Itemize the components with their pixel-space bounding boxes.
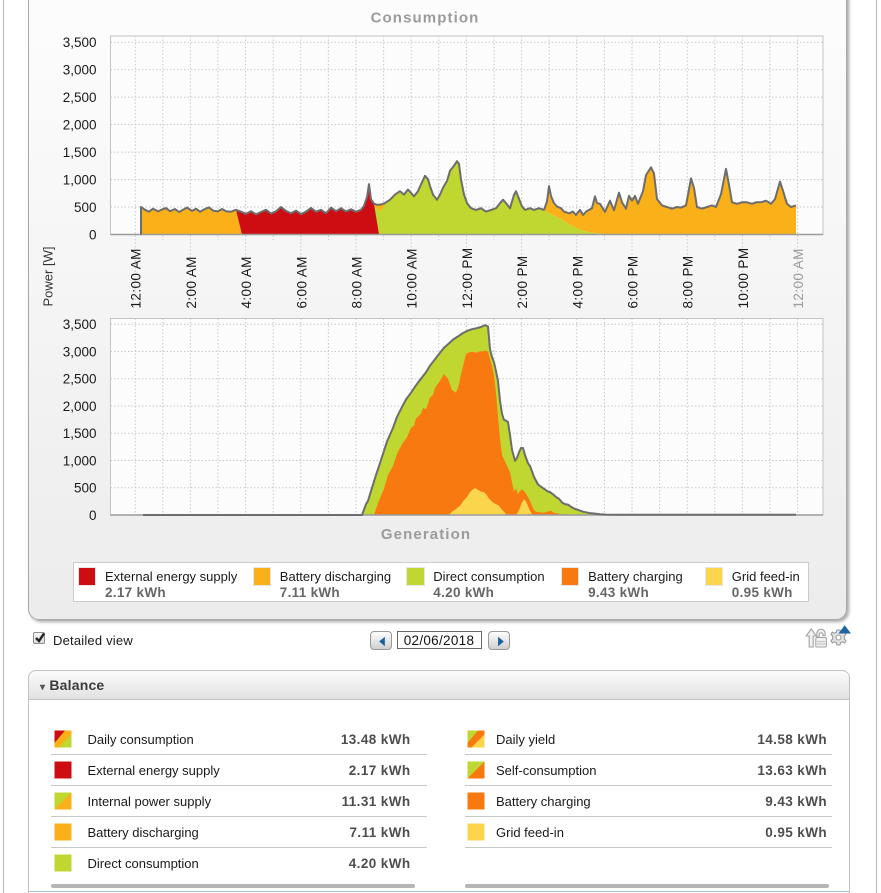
svg-text:2,000: 2,000 bbox=[63, 117, 97, 132]
svg-text:8:00 AM: 8:00 AM bbox=[350, 256, 365, 308]
svg-text:0: 0 bbox=[89, 508, 97, 523]
svg-text:4:00 PM: 4:00 PM bbox=[570, 255, 585, 308]
svg-text:10:00 PM: 10:00 PM bbox=[736, 248, 751, 309]
svg-text:1,500: 1,500 bbox=[63, 145, 97, 160]
svg-text:3,000: 3,000 bbox=[63, 63, 97, 78]
svg-text:Consumption: Consumption bbox=[371, 10, 480, 27]
svg-text:2,500: 2,500 bbox=[63, 372, 97, 387]
svg-text:500: 500 bbox=[74, 200, 97, 215]
svg-text:12:00 AM: 12:00 AM bbox=[129, 248, 144, 308]
svg-text:2:00 AM: 2:00 AM bbox=[184, 256, 199, 308]
svg-text:1,500: 1,500 bbox=[63, 426, 97, 441]
svg-text:6:00 PM: 6:00 PM bbox=[626, 255, 641, 308]
svg-text:Generation: Generation bbox=[381, 526, 471, 543]
svg-text:Power [W]: Power [W] bbox=[41, 247, 56, 307]
svg-text:12:00 PM: 12:00 PM bbox=[460, 248, 475, 309]
svg-text:3,500: 3,500 bbox=[63, 35, 97, 50]
svg-text:3,000: 3,000 bbox=[63, 344, 97, 359]
svg-text:2:00 PM: 2:00 PM bbox=[515, 255, 530, 308]
svg-text:12:00 AM: 12:00 AM bbox=[791, 248, 806, 308]
svg-text:2,500: 2,500 bbox=[63, 90, 97, 105]
svg-text:6:00 AM: 6:00 AM bbox=[294, 256, 309, 308]
svg-text:500: 500 bbox=[74, 481, 97, 496]
svg-text:2,000: 2,000 bbox=[63, 399, 97, 414]
svg-text:1,000: 1,000 bbox=[63, 172, 97, 187]
svg-text:8:00 PM: 8:00 PM bbox=[681, 255, 696, 308]
svg-text:4:00 AM: 4:00 AM bbox=[239, 256, 254, 308]
svg-text:0: 0 bbox=[89, 227, 97, 242]
svg-text:10:00 AM: 10:00 AM bbox=[405, 248, 420, 308]
svg-text:1,000: 1,000 bbox=[63, 453, 97, 468]
svg-text:3,500: 3,500 bbox=[63, 317, 97, 332]
